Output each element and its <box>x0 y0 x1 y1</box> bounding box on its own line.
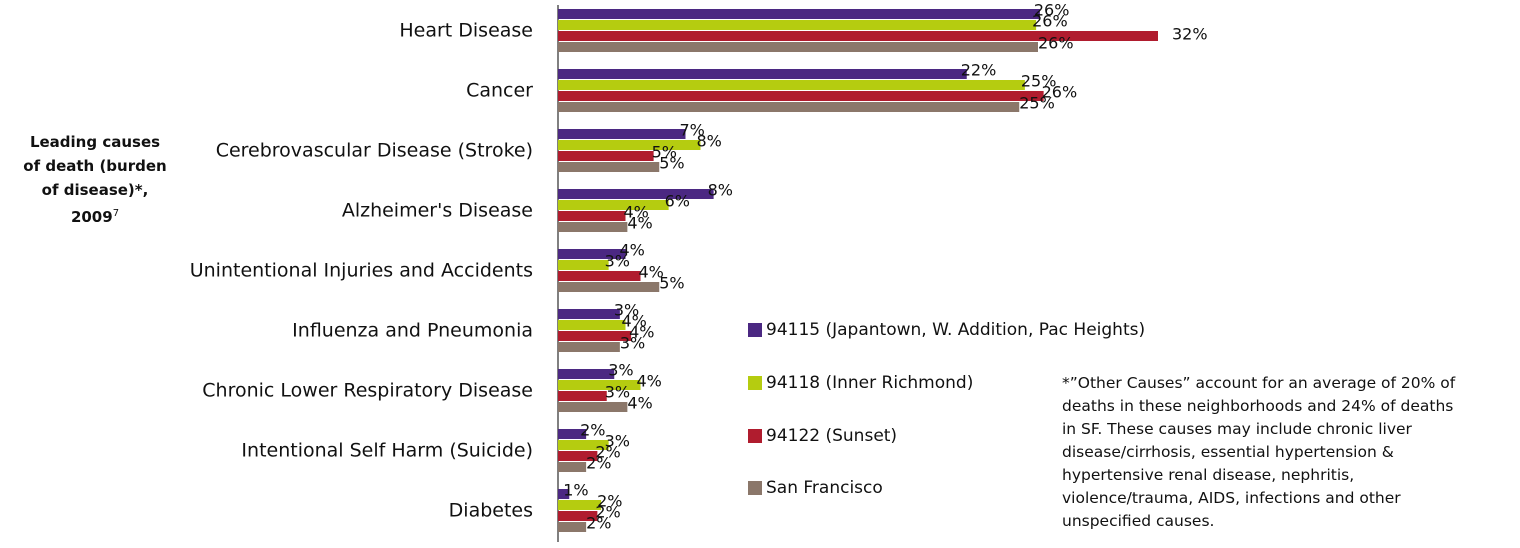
data-label: 2% <box>586 454 611 473</box>
data-label: 3% <box>605 383 630 402</box>
bar <box>558 31 1158 41</box>
bar <box>558 320 626 330</box>
bar <box>558 511 598 521</box>
bar <box>558 522 587 532</box>
bar <box>558 189 714 199</box>
data-label: 22% <box>961 61 997 80</box>
data-label: 2% <box>597 492 622 511</box>
legend-swatch <box>748 323 762 337</box>
bar <box>558 42 1038 52</box>
legend-label: 94122 (Sunset) <box>766 426 897 446</box>
data-label: 1% <box>563 481 588 500</box>
data-label: 6% <box>665 192 690 211</box>
category-label: Alzheimer's Disease <box>342 200 533 222</box>
bar <box>558 271 641 281</box>
category-label: Cerebrovascular Disease (Stroke) <box>216 140 533 162</box>
bar <box>558 129 686 139</box>
bar <box>558 489 570 499</box>
legend-label: 94118 (Inner Richmond) <box>766 373 973 393</box>
data-label: 4% <box>622 312 647 331</box>
data-label: 5% <box>652 143 677 162</box>
data-label: 2% <box>595 443 620 462</box>
data-label: 3% <box>620 334 645 353</box>
data-label: 2% <box>586 514 611 533</box>
data-label: 26% <box>1032 12 1068 31</box>
bar <box>558 309 620 319</box>
data-label: 4% <box>627 394 652 413</box>
legend-swatch <box>748 376 762 390</box>
footnote: *”Other Causes” account for an average o… <box>1062 374 1456 530</box>
bar <box>558 331 632 341</box>
bar <box>558 451 598 461</box>
bar <box>558 429 587 439</box>
category-label: Cancer <box>466 80 533 102</box>
data-label: 32% <box>1172 25 1208 44</box>
data-label: 8% <box>697 132 722 151</box>
data-label: 4% <box>624 203 649 222</box>
data-label: 25% <box>1019 94 1055 113</box>
legend-swatch <box>748 429 762 443</box>
data-label: 4% <box>629 323 654 342</box>
data-label: 25% <box>1021 72 1057 91</box>
bar <box>558 80 1025 90</box>
bar <box>558 500 602 510</box>
bar <box>558 249 626 259</box>
bar <box>558 342 620 352</box>
bar <box>558 369 615 379</box>
bar <box>558 102 1020 112</box>
data-label: 26% <box>1034 1 1070 20</box>
bar <box>558 462 587 472</box>
bar <box>558 440 609 450</box>
bar <box>558 20 1037 30</box>
data-label: 3% <box>605 432 630 451</box>
data-label: 5% <box>659 154 684 173</box>
bar <box>558 222 628 232</box>
bar <box>558 211 626 221</box>
bar <box>558 69 967 79</box>
data-label: 5% <box>659 274 684 293</box>
legend-label: 94115 (Japantown, W. Addition, Pac Heigh… <box>766 320 1145 340</box>
bar <box>558 91 1044 101</box>
bar <box>558 140 701 150</box>
data-label: 2% <box>595 503 620 522</box>
data-label: 4% <box>620 241 645 260</box>
category-label: Unintentional Injuries and Accidents <box>190 260 533 282</box>
bar <box>558 9 1040 19</box>
data-label: 2% <box>580 421 605 440</box>
data-label: 8% <box>708 181 733 200</box>
category-label: Influenza and Pneumonia <box>292 320 533 342</box>
legend-label: San Francisco <box>766 478 883 498</box>
bar <box>558 402 628 412</box>
bar <box>558 162 660 172</box>
title-superscript: 7 <box>112 208 120 219</box>
bar <box>558 282 660 292</box>
bar <box>558 260 609 270</box>
bar <box>558 380 641 390</box>
data-label: 26% <box>1042 83 1078 102</box>
category-label: Chronic Lower Respiratory Disease <box>202 380 533 402</box>
bar <box>558 200 669 210</box>
bar <box>558 151 654 161</box>
data-label: 4% <box>637 372 662 391</box>
chart-title: Leading causes of death (burden of disea… <box>23 133 167 226</box>
data-label: 3% <box>605 252 630 271</box>
data-label: 4% <box>639 263 664 282</box>
category-label: Intentional Self Harm (Suicide) <box>241 440 533 462</box>
data-label: 26% <box>1038 34 1074 53</box>
legend-swatch <box>748 481 762 495</box>
data-label: 7% <box>680 121 705 140</box>
data-label: 3% <box>614 301 639 320</box>
data-label: 4% <box>627 214 652 233</box>
data-label: 3% <box>608 361 633 380</box>
category-label: Heart Disease <box>399 20 533 42</box>
category-label: Diabetes <box>449 500 533 522</box>
bar <box>558 391 607 401</box>
chart-title-block: Leading causes of death (burden of disea… <box>20 130 170 229</box>
